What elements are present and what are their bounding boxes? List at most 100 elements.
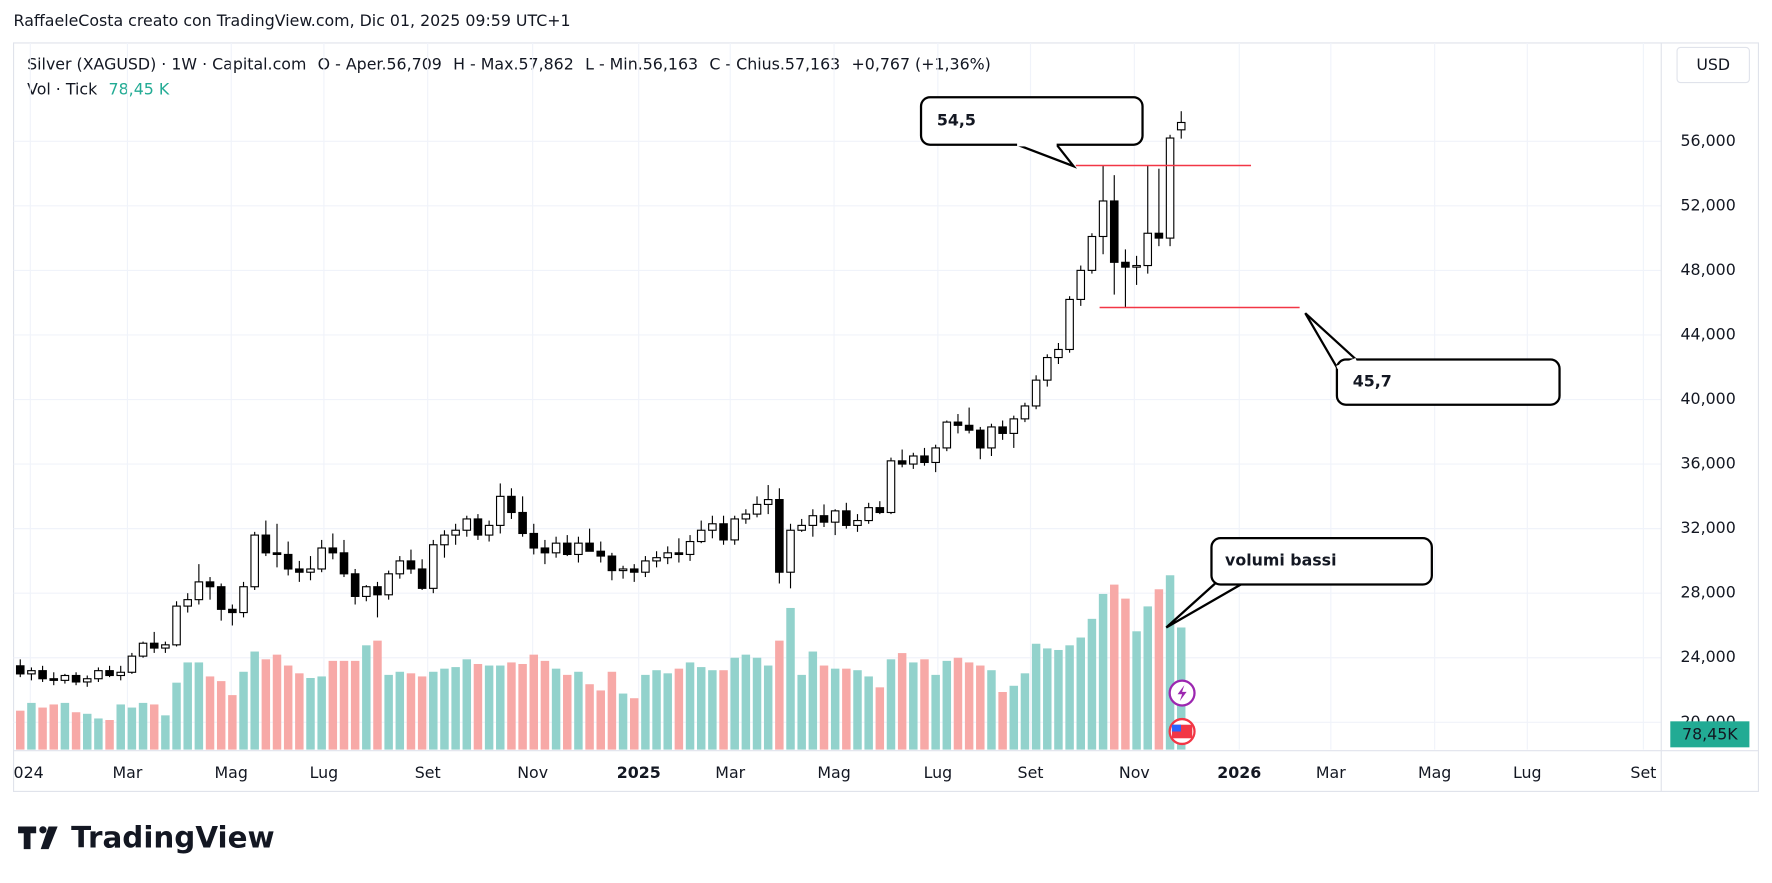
- x-tick-label: Set: [1018, 763, 1044, 782]
- volume-bar: [1031, 643, 1041, 750]
- volume-bar: [1121, 598, 1130, 750]
- volume-bar: [71, 712, 81, 750]
- candle-body: [1009, 418, 1019, 434]
- volume-price-label: [1670, 721, 1750, 748]
- volume-axis-label: 78,45K: [1682, 724, 1738, 743]
- candle-body: [998, 426, 1007, 434]
- volume-bar: [752, 657, 762, 750]
- volume-bar: [663, 673, 672, 750]
- candle-body: [752, 503, 762, 515]
- candle-body: [551, 542, 561, 554]
- volume-bar: [205, 676, 215, 750]
- callout-tail: [1165, 575, 1242, 629]
- candle-body: [1087, 235, 1097, 271]
- volume-bar: [853, 670, 862, 750]
- candle-body: [741, 513, 751, 520]
- y-tick-label: 28,000: [1680, 583, 1735, 602]
- x-tick-label: Lug: [924, 763, 953, 782]
- candle-body: [339, 552, 349, 575]
- logo-glyph: [39, 826, 47, 834]
- candle-body: [429, 544, 438, 589]
- candle-body: [842, 510, 851, 526]
- volume-bar: [652, 670, 661, 750]
- volume-bar: [194, 662, 204, 750]
- volume-bar: [920, 659, 929, 750]
- candle-body: [942, 421, 952, 449]
- y-tick-label: 56,000: [1680, 131, 1735, 150]
- volume-bar: [149, 704, 159, 750]
- candle-body: [685, 540, 695, 556]
- volume-bar: [83, 713, 92, 750]
- x-tick-label: 2025: [617, 763, 661, 782]
- volume-title: Vol · Tick: [27, 79, 98, 98]
- legend-line: Silver (XAGUSD) · 1W · Capital.com O - Ap…: [27, 54, 991, 73]
- volume-bar: [473, 663, 483, 750]
- volume-bar: [641, 674, 650, 750]
- candle-body: [976, 429, 985, 449]
- candle-body: [987, 426, 996, 449]
- volume-bar: [808, 651, 818, 750]
- candle-body: [161, 644, 170, 649]
- candle-body: [283, 553, 293, 570]
- candle-body: [1054, 348, 1063, 359]
- candle-body: [406, 560, 416, 570]
- callout-joint: [1336, 357, 1357, 370]
- candle-body: [495, 495, 505, 526]
- volume-bar: [228, 695, 237, 750]
- candle-body: [819, 515, 829, 523]
- candle-body: [138, 642, 148, 657]
- volume-bar: [216, 681, 226, 750]
- candle-body: [875, 507, 885, 514]
- candle-body: [518, 511, 527, 535]
- candle-body: [317, 547, 326, 570]
- candle-body: [1098, 200, 1108, 238]
- candle-body: [562, 542, 572, 556]
- volume-bar: [953, 657, 963, 750]
- candle-body: [228, 608, 237, 614]
- candle-body: [797, 524, 806, 531]
- candle-body: [596, 550, 606, 557]
- candle-body: [920, 455, 929, 464]
- logo-glyph: [18, 826, 37, 850]
- volume-legend: Vol · Tick 78,45 K: [27, 79, 170, 98]
- volume-bar: [395, 671, 405, 750]
- callout-text: volumi bassi: [1225, 550, 1336, 569]
- volume-bar: [540, 660, 550, 750]
- currency[interactable]: USD: [1696, 55, 1730, 74]
- volume-bar: [875, 687, 885, 750]
- candle-body: [1020, 405, 1030, 420]
- currency-button[interactable]: [1676, 46, 1750, 84]
- volume-bar: [574, 671, 583, 750]
- candle-body: [127, 655, 137, 673]
- volume-bar: [362, 645, 371, 750]
- brand-name: TradingView: [71, 820, 274, 854]
- candle-body: [373, 586, 382, 596]
- y-tick-label: 52,000: [1680, 195, 1735, 214]
- x-tick-label: Mag: [817, 763, 850, 782]
- volume-bar: [138, 702, 148, 750]
- volume-bar: [797, 674, 806, 750]
- x-tick-label: Lug: [310, 763, 339, 782]
- candle-body: [1065, 298, 1074, 351]
- ohlc-high: H - Max.57,862: [453, 54, 574, 73]
- y-tick-label: 24,000: [1680, 647, 1735, 666]
- volume-bar: [1110, 584, 1119, 750]
- ohlc-change: +0,767 (+1,36%): [852, 54, 991, 73]
- volume-bar: [1043, 648, 1052, 750]
- volume-bar: [384, 674, 393, 750]
- volume-bar: [864, 676, 873, 750]
- volume-bar: [1165, 575, 1175, 750]
- volume-bar: [484, 665, 494, 750]
- volume-bar: [998, 692, 1007, 750]
- volume-bar: [1098, 593, 1108, 750]
- volume-bar: [1076, 637, 1086, 750]
- candle-body: [629, 568, 639, 573]
- volume-bar: [931, 674, 940, 750]
- candle-body: [953, 421, 963, 426]
- callout-text: 45,7: [1353, 372, 1392, 391]
- candle-body: [105, 670, 114, 677]
- volume-bar: [830, 668, 840, 750]
- volume-bar: [1020, 673, 1030, 750]
- volume-bar: [629, 698, 639, 750]
